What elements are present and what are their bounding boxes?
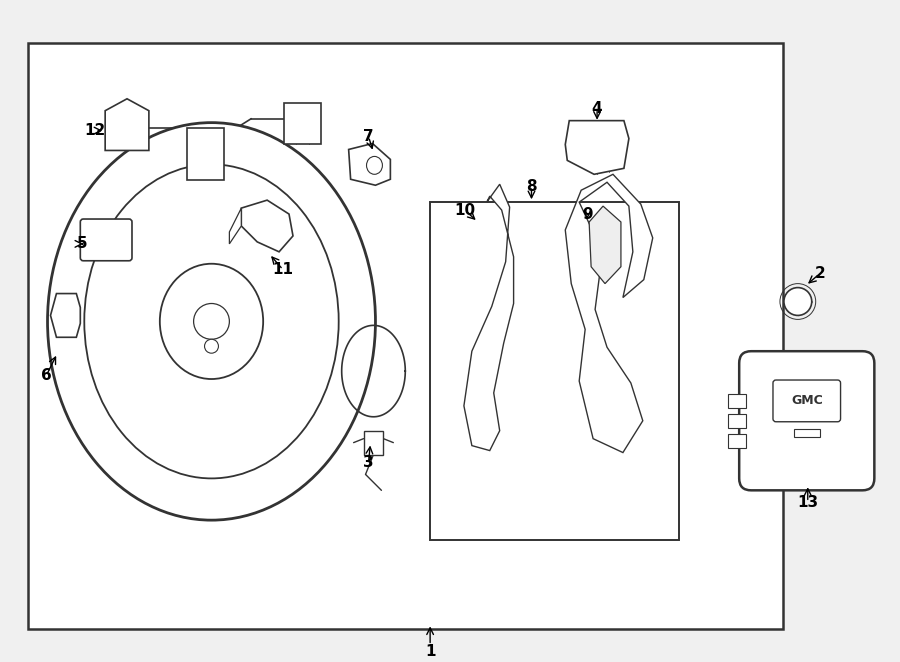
- Polygon shape: [590, 206, 621, 283]
- Polygon shape: [50, 293, 80, 337]
- Polygon shape: [105, 99, 148, 150]
- Bar: [728, 394, 746, 408]
- FancyBboxPatch shape: [773, 380, 841, 422]
- Polygon shape: [565, 174, 652, 453]
- Bar: [430, 202, 679, 540]
- Polygon shape: [284, 103, 320, 144]
- Text: GMC: GMC: [791, 395, 823, 407]
- Polygon shape: [230, 208, 241, 244]
- Text: 12: 12: [85, 123, 106, 138]
- Text: 10: 10: [454, 203, 475, 218]
- FancyBboxPatch shape: [739, 352, 874, 491]
- Circle shape: [784, 287, 812, 315]
- Text: 5: 5: [77, 236, 87, 252]
- Polygon shape: [241, 200, 293, 252]
- Text: 8: 8: [526, 179, 536, 194]
- Text: 7: 7: [364, 129, 374, 144]
- Ellipse shape: [366, 156, 382, 174]
- Ellipse shape: [160, 263, 263, 379]
- Polygon shape: [565, 120, 629, 174]
- Bar: [728, 414, 746, 428]
- Ellipse shape: [194, 303, 230, 339]
- Text: 3: 3: [364, 455, 374, 470]
- Text: 6: 6: [41, 367, 52, 383]
- Text: 9: 9: [581, 207, 592, 222]
- FancyBboxPatch shape: [80, 219, 132, 261]
- Ellipse shape: [85, 164, 338, 479]
- Text: 11: 11: [273, 262, 293, 277]
- Polygon shape: [348, 144, 391, 185]
- Bar: [794, 429, 820, 437]
- Polygon shape: [186, 128, 224, 180]
- Bar: [364, 431, 383, 455]
- Ellipse shape: [48, 122, 375, 520]
- Text: 13: 13: [797, 495, 818, 510]
- Ellipse shape: [204, 339, 219, 354]
- Bar: [728, 434, 746, 448]
- Bar: [28, 43, 783, 630]
- Text: 2: 2: [814, 266, 825, 281]
- Polygon shape: [464, 184, 514, 451]
- Text: 4: 4: [592, 101, 602, 117]
- Text: 1: 1: [425, 644, 436, 659]
